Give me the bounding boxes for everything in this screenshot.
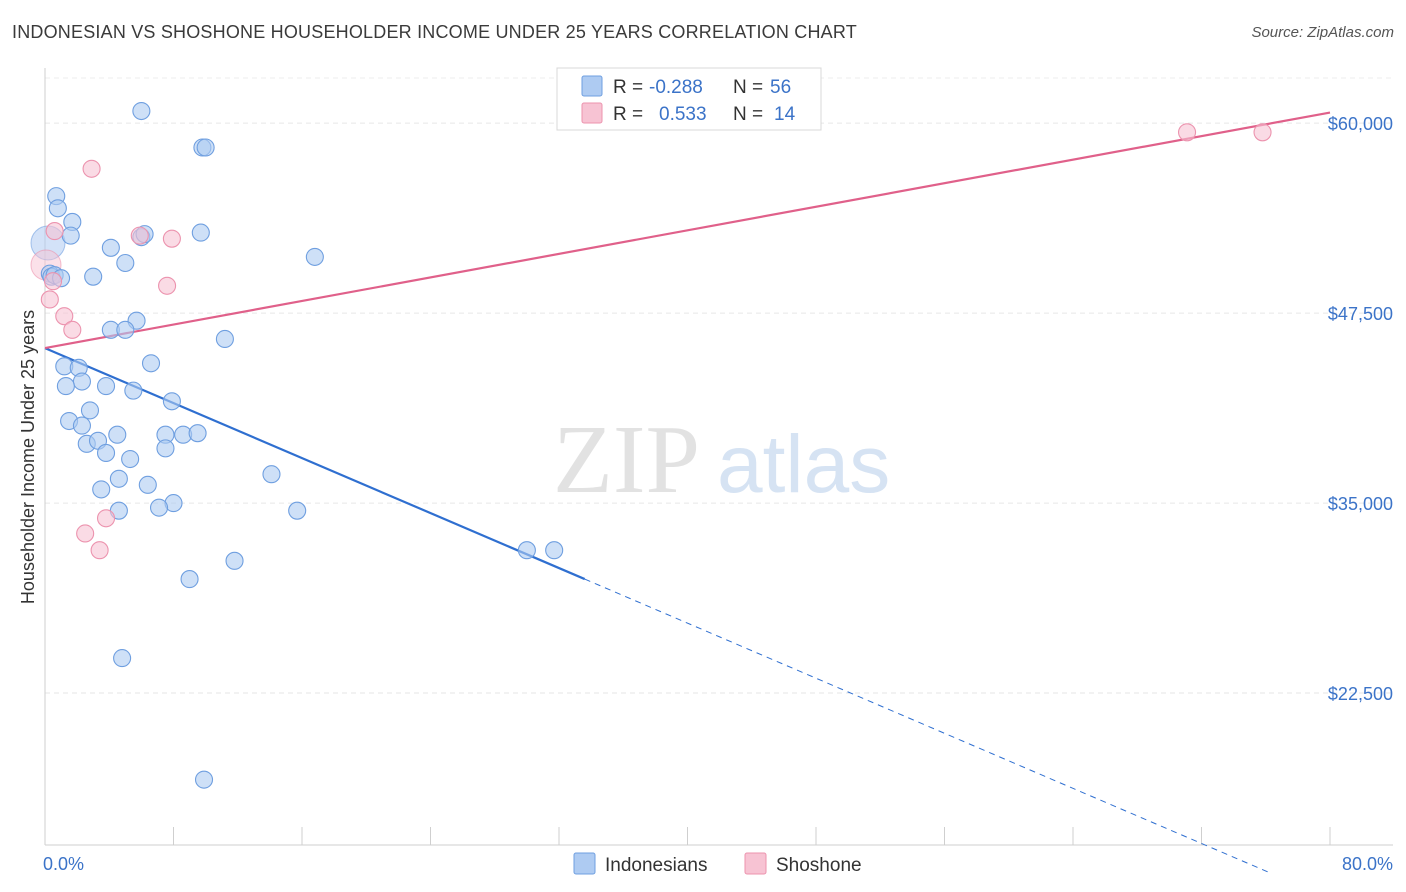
legend-r-value-1: -0.288: [649, 77, 703, 98]
bottom-swatch-shoshone: [744, 852, 767, 875]
data-point-indonesians: [113, 649, 132, 668]
data-point-indonesians: [191, 223, 210, 242]
data-point-indonesians: [141, 354, 161, 373]
data-points: [30, 101, 1272, 789]
data-point-indonesians: [116, 320, 135, 339]
bottom-swatch-indonesians: [573, 852, 596, 875]
data-point-indonesians: [121, 449, 140, 469]
data-point-indonesians: [101, 238, 120, 257]
legend-r-value-2: 0.533: [659, 104, 707, 125]
data-point-indonesians: [545, 541, 564, 560]
watermark-zip: ZIP: [553, 406, 700, 514]
data-point-shoshone: [40, 290, 59, 309]
legend-swatch-indonesians: [581, 75, 603, 97]
data-point-indonesians: [72, 416, 91, 435]
data-point-shoshone: [130, 226, 149, 245]
data-point-indonesians: [149, 498, 169, 517]
data-point-shoshone: [76, 524, 95, 543]
x-tick-labels: 0.0% 80.0%: [43, 854, 1393, 874]
data-point-indonesians: [156, 439, 175, 458]
data-point-indonesians: [92, 480, 111, 499]
x-tick-label-min: 0.0%: [43, 854, 84, 874]
bottom-legend-indonesians: Indonesians: [605, 855, 707, 876]
y-tick-labels: $60,000 $47,500 $35,000 $22,500: [1328, 114, 1393, 704]
data-point-indonesians: [215, 329, 234, 349]
data-point-indonesians: [56, 377, 75, 396]
axes: [44, 68, 1393, 846]
data-point-indonesians: [196, 138, 215, 157]
data-point-indonesians: [180, 570, 199, 589]
data-point-shoshone: [45, 222, 64, 241]
data-point-indonesians: [84, 267, 103, 286]
trend-line-shoshone: [44, 111, 1331, 350]
watermark: ZIP atlas: [553, 406, 890, 514]
data-point-indonesians: [162, 392, 181, 411]
legend-r-label-2: R =: [613, 104, 643, 125]
series-legend: Indonesians Shoshone: [573, 852, 862, 876]
y-tick-label: $35,000: [1328, 494, 1393, 514]
data-point-indonesians: [80, 401, 100, 420]
y-tick-label: $47,500: [1328, 304, 1393, 324]
trend-line-indonesians-extrapolated: [584, 578, 1270, 873]
data-point-shoshone: [1253, 123, 1272, 142]
data-point-indonesians: [96, 377, 116, 396]
legend-swatch-shoshone: [581, 102, 603, 124]
data-point-indonesians: [194, 770, 214, 789]
data-point-indonesians: [109, 469, 128, 488]
data-point-shoshone: [55, 307, 74, 326]
legend-n-label-2: N =: [733, 104, 763, 125]
source-credit: Source: ZipAtlas.com: [1251, 24, 1394, 41]
data-point-shoshone: [90, 541, 109, 560]
data-point-indonesians: [288, 501, 307, 520]
data-point-indonesians: [517, 541, 536, 560]
data-point-indonesians: [96, 443, 116, 462]
data-point-indonesians: [132, 101, 151, 121]
data-point-shoshone: [1177, 123, 1197, 142]
x-tick-label-max: 80.0%: [1342, 854, 1393, 874]
legend-r-label-1: R =: [613, 77, 643, 98]
data-point-indonesians: [108, 425, 127, 444]
watermark-atlas: atlas: [717, 419, 890, 510]
data-point-shoshone: [96, 509, 116, 528]
legend-n-value-1: 56: [770, 77, 791, 98]
data-point-indonesians: [305, 247, 324, 266]
legend-n-value-2: 14: [774, 104, 796, 125]
legend-n-label-1: N =: [733, 77, 763, 98]
y-tick-label: $22,500: [1328, 684, 1393, 704]
data-point-indonesians: [124, 381, 143, 400]
data-point-indonesians: [72, 372, 91, 391]
data-point-shoshone: [63, 320, 82, 339]
stats-legend: R = -0.288 N = 56 R = 0.533 N = 14: [556, 67, 822, 131]
data-point-shoshone: [43, 272, 63, 291]
data-point-indonesians: [262, 465, 281, 484]
data-point-indonesians: [48, 199, 67, 218]
data-point-shoshone: [82, 159, 101, 178]
data-point-indonesians: [225, 551, 244, 570]
data-point-indonesians: [188, 424, 207, 443]
data-point-shoshone: [162, 229, 181, 248]
gridlines: [45, 77, 1393, 694]
data-point-indonesians: [61, 226, 80, 245]
data-point-indonesians: [138, 475, 157, 494]
data-point-indonesians: [116, 253, 135, 273]
chart-title: INDONESIAN VS SHOSHONE HOUSEHOLDER INCOM…: [12, 22, 857, 42]
y-axis-title: Householder Income Under 25 years: [18, 310, 38, 604]
bottom-legend-shoshone: Shoshone: [776, 855, 862, 876]
data-point-shoshone: [158, 276, 177, 295]
y-tick-label: $60,000: [1328, 114, 1393, 134]
